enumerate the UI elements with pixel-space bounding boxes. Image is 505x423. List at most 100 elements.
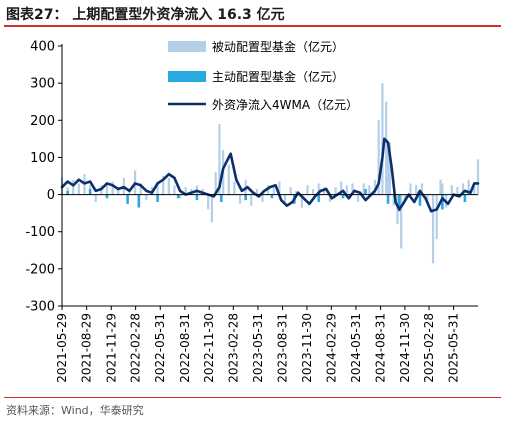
figure-title: 图表27： 上期配置型外资净流入 16.3 亿元: [6, 7, 285, 23]
passive-bar: [392, 194, 395, 206]
x-tick-label: 2021-05-29: [55, 313, 69, 383]
passive-bar: [255, 189, 258, 195]
passive-bar: [456, 187, 459, 195]
active-bar: [441, 194, 444, 210]
x-tick-label: 2022-11-30: [202, 313, 216, 383]
passive-bar: [420, 183, 423, 195]
active-bar: [219, 194, 223, 202]
passive-bar: [272, 187, 275, 195]
passive-bar: [178, 194, 182, 199]
passive-bar: [334, 187, 337, 195]
active-bar: [244, 194, 247, 201]
passive-bar: [345, 185, 348, 195]
passive-bar: [306, 185, 309, 195]
passive-bar: [278, 181, 281, 195]
passive-bar: [351, 183, 354, 195]
passive-bar: [250, 194, 253, 206]
active-bar: [418, 194, 422, 206]
passive-bar: [368, 185, 371, 195]
passive-bar: [72, 179, 75, 195]
x-tick-label: 2021-11-29: [104, 313, 118, 383]
legend-label: 外资净流入4WMA（亿元）: [212, 97, 358, 112]
title-divider: [4, 25, 501, 27]
passive-bar: [400, 194, 403, 249]
active-bar: [270, 194, 274, 199]
passive-bar: [295, 190, 298, 195]
passive-bar: [409, 183, 412, 195]
active-bar: [66, 190, 69, 195]
passive-bar: [111, 181, 114, 195]
passive-bar: [105, 183, 109, 195]
x-tick-label: 2024-08-31: [374, 313, 388, 383]
x-tick-label: 2023-05-31: [251, 313, 265, 383]
passive-bar: [476, 159, 480, 195]
passive-bar: [184, 187, 187, 195]
legend-label: 主动配置型基金（亿元）: [212, 69, 344, 84]
active-bar: [195, 194, 199, 201]
passive-bar: [117, 187, 120, 195]
x-tick-label: 2022-05-31: [153, 313, 167, 383]
passive-bar: [218, 124, 221, 195]
passive-bar: [415, 185, 418, 195]
passive-bar: [439, 179, 442, 195]
legend: 被动配置型基金（亿元） 主动配置型基金（亿元） 外资净流入4WMA（亿元）: [168, 39, 358, 112]
legend-label: 被动配置型基金（亿元）: [212, 39, 344, 54]
series-line-4wma: [60, 137, 480, 213]
x-tick-label: 2025-05-31: [447, 313, 461, 383]
passive-bar: [431, 194, 435, 264]
passive-bar: [207, 194, 210, 210]
active-bar: [463, 194, 467, 202]
x-tick-label: 2025-02-28: [422, 313, 436, 383]
passive-bar: [373, 179, 377, 195]
legend-swatch-passive: [168, 41, 206, 52]
passive-bar: [435, 194, 438, 240]
passive-bar: [362, 183, 365, 195]
passive-bar: [467, 179, 470, 195]
axes-group: -300 -200 -100 0 100 200 300 400 2021-05-29 2021-…: [25, 40, 478, 383]
passive-bar: [300, 194, 303, 208]
active-bar: [126, 194, 129, 204]
passive-bar: [66, 187, 69, 195]
active-bar: [341, 194, 345, 199]
passive-bar: [340, 181, 343, 195]
x-tick-label: 2022-08-31: [178, 313, 192, 383]
passive-bar: [473, 185, 476, 195]
y-tick-label: 0: [47, 188, 55, 203]
passive-bar: [461, 183, 465, 195]
passive-bar: [145, 194, 148, 201]
passive-bar: [381, 83, 384, 195]
passive-bar: [441, 183, 444, 195]
x-tick-label: 2023-11-30: [300, 313, 314, 383]
passive-bar: [289, 187, 292, 195]
y-tick-label: 300: [30, 77, 55, 92]
x-tick-label: 2024-02-29: [324, 313, 338, 383]
passive-bar: [77, 183, 80, 195]
source-note: 资料来源：Wind，华泰研究: [6, 404, 144, 417]
passive-bar: [214, 172, 217, 195]
active-bar: [137, 194, 141, 208]
passive-bar: [312, 189, 315, 195]
x-tick-label: 2024-11-30: [398, 313, 412, 383]
x-tick-label: 2023-02-28: [226, 313, 240, 383]
passive-bar: [396, 194, 399, 225]
passive-bar: [210, 194, 214, 223]
x-tick-label: 2021-08-29: [80, 313, 94, 383]
passive-bar: [388, 142, 392, 195]
passive-bar: [386, 150, 390, 195]
passive-bar: [328, 194, 332, 202]
active-bar: [176, 194, 180, 199]
x-tick-label: 2024-05-31: [349, 313, 363, 383]
passive-bar: [167, 177, 170, 195]
y-tick-label: -100: [25, 225, 55, 240]
passive-bar: [238, 194, 242, 204]
passive-bar: [317, 183, 320, 195]
passive-bar: [173, 185, 176, 195]
active-bar: [386, 194, 390, 204]
passive-bar: [261, 194, 264, 202]
active-bar: [398, 194, 401, 212]
passive-bar: [385, 101, 388, 195]
x-tick-label: 2022-02-28: [129, 313, 143, 383]
y-tick-label: 100: [30, 151, 55, 166]
passive-bar: [377, 120, 380, 195]
x-tick-label: 2023-08-31: [276, 313, 290, 383]
